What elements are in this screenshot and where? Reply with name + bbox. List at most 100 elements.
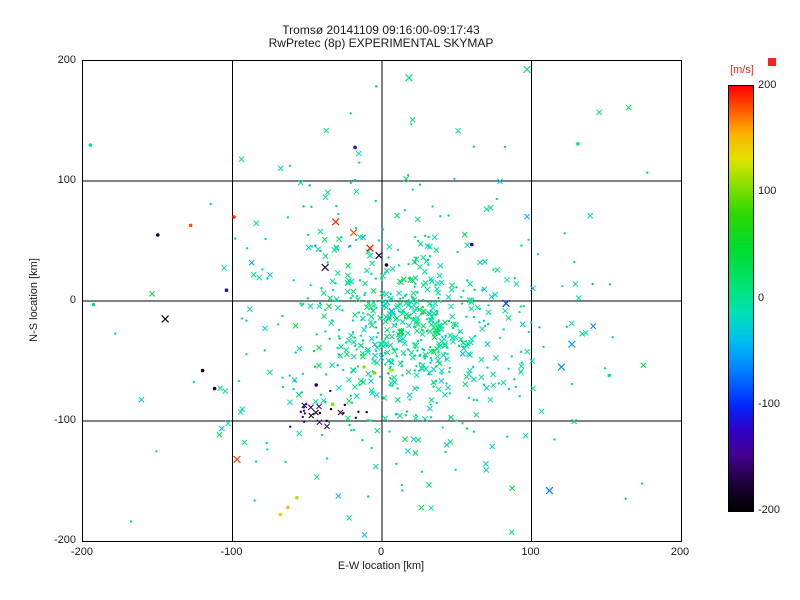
echo-marker-x xyxy=(387,342,394,349)
y-tick-label: -200 xyxy=(53,534,76,546)
echo-marker-dot xyxy=(392,330,395,333)
echo-marker-x xyxy=(482,258,488,265)
echo-marker-x xyxy=(354,296,361,303)
echo-marker-dot xyxy=(335,204,338,208)
echo-marker-x xyxy=(432,330,439,337)
echo-marker-x xyxy=(361,326,368,333)
echo-marker-dot xyxy=(356,365,360,368)
echo-marker-dot xyxy=(364,291,367,295)
echo-marker-dot xyxy=(240,317,244,320)
echo-marker-x xyxy=(367,252,373,259)
echo-marker-x xyxy=(350,353,357,360)
echo-marker-dot xyxy=(358,383,361,386)
echo-marker-x xyxy=(490,371,497,378)
echo-marker-x xyxy=(334,270,341,277)
echo-marker-x xyxy=(238,156,245,163)
echo-marker-x xyxy=(398,329,405,336)
echo-marker-dot xyxy=(325,419,328,422)
echo-marker-dot xyxy=(407,348,410,351)
echo-marker-dot xyxy=(415,364,418,368)
echo-marker-x xyxy=(350,288,357,295)
y-tick-label: -100 xyxy=(53,414,76,426)
echo-marker-x xyxy=(344,288,351,295)
echo-marker-dot xyxy=(337,212,340,216)
echo-marker-dot xyxy=(481,288,484,292)
echo-marker-x xyxy=(365,346,371,353)
echo-marker-x xyxy=(364,349,371,355)
echo-marker-dot xyxy=(497,382,501,385)
echo-marker-x xyxy=(464,242,471,249)
echo-marker-dot xyxy=(349,181,353,185)
echo-marker-dot xyxy=(311,245,314,248)
echo-marker-x xyxy=(455,127,462,134)
echo-marker-x xyxy=(335,304,341,311)
echo-marker-dot xyxy=(302,409,306,412)
echo-marker-dot xyxy=(455,419,458,422)
echo-marker-dot xyxy=(375,85,378,88)
echo-marker-x xyxy=(410,290,417,297)
echo-marker-dot xyxy=(453,177,456,181)
echo-marker-dot xyxy=(461,422,464,425)
echo-marker-dot xyxy=(472,430,476,433)
velocity-colorbar xyxy=(728,85,754,512)
echo-marker-x xyxy=(372,463,379,470)
echo-marker-x xyxy=(426,300,433,307)
echo-marker-dot xyxy=(389,368,393,373)
echo-marker-x xyxy=(427,405,433,412)
echo-marker-x xyxy=(365,370,372,377)
echo-marker-x xyxy=(524,348,531,355)
echo-marker-dot xyxy=(398,330,402,334)
echo-marker-x xyxy=(383,304,390,311)
echo-marker-dot xyxy=(375,306,378,309)
echo-marker-x xyxy=(426,243,433,250)
echo-marker-dot xyxy=(428,255,432,258)
echo-marker-x xyxy=(474,304,481,311)
echo-marker-dot xyxy=(457,344,461,348)
echo-marker-dot xyxy=(406,173,410,177)
echo-marker-x xyxy=(438,326,445,333)
echo-marker-x xyxy=(436,343,442,350)
echo-marker-dot xyxy=(341,309,344,312)
echo-marker-x xyxy=(359,353,366,360)
echo-marker-dot xyxy=(263,349,266,352)
echo-marker-dot xyxy=(514,385,518,389)
echo-marker-dot xyxy=(366,313,369,316)
echo-marker-x xyxy=(323,127,330,134)
echo-marker-dot xyxy=(354,226,358,230)
echo-marker-dot xyxy=(286,505,290,510)
colorbar-top-marker xyxy=(768,58,776,66)
echo-marker-dot xyxy=(299,410,303,414)
echo-marker-x xyxy=(374,427,381,434)
echo-marker-x xyxy=(487,204,494,211)
echo-marker-dot xyxy=(315,333,318,336)
echo-marker-dot xyxy=(370,272,373,276)
echo-marker-dot xyxy=(340,235,343,239)
echo-marker-x xyxy=(357,234,363,240)
echo-marker-dot xyxy=(232,215,236,219)
echo-marker-x xyxy=(391,348,398,355)
echo-marker-x xyxy=(444,384,451,391)
echo-marker-x xyxy=(400,335,407,342)
echo-marker-x xyxy=(457,336,464,343)
echo-marker-x xyxy=(312,409,319,416)
echo-marker-dot xyxy=(299,302,302,305)
echo-marker-x xyxy=(382,318,389,325)
echo-marker-x xyxy=(448,414,454,421)
echo-marker-x xyxy=(459,350,466,357)
echo-marker-dot xyxy=(441,335,444,339)
echo-marker-dot xyxy=(245,319,248,322)
colorbar-tick-label: 0 xyxy=(758,291,765,304)
echo-marker-x xyxy=(430,348,437,355)
echo-marker-dot xyxy=(425,329,429,333)
echo-marker-dot xyxy=(209,202,212,206)
echo-marker-x xyxy=(401,340,408,347)
echo-marker-x xyxy=(449,313,456,320)
echo-marker-dot xyxy=(608,283,612,286)
echo-marker-dot xyxy=(421,312,425,315)
echo-marker-dot xyxy=(361,339,365,342)
echo-marker-dot xyxy=(399,297,402,300)
echo-marker-x xyxy=(324,189,331,196)
scatter-canvas xyxy=(83,61,681,541)
echo-marker-x xyxy=(241,439,248,446)
echo-marker-x xyxy=(432,327,439,334)
